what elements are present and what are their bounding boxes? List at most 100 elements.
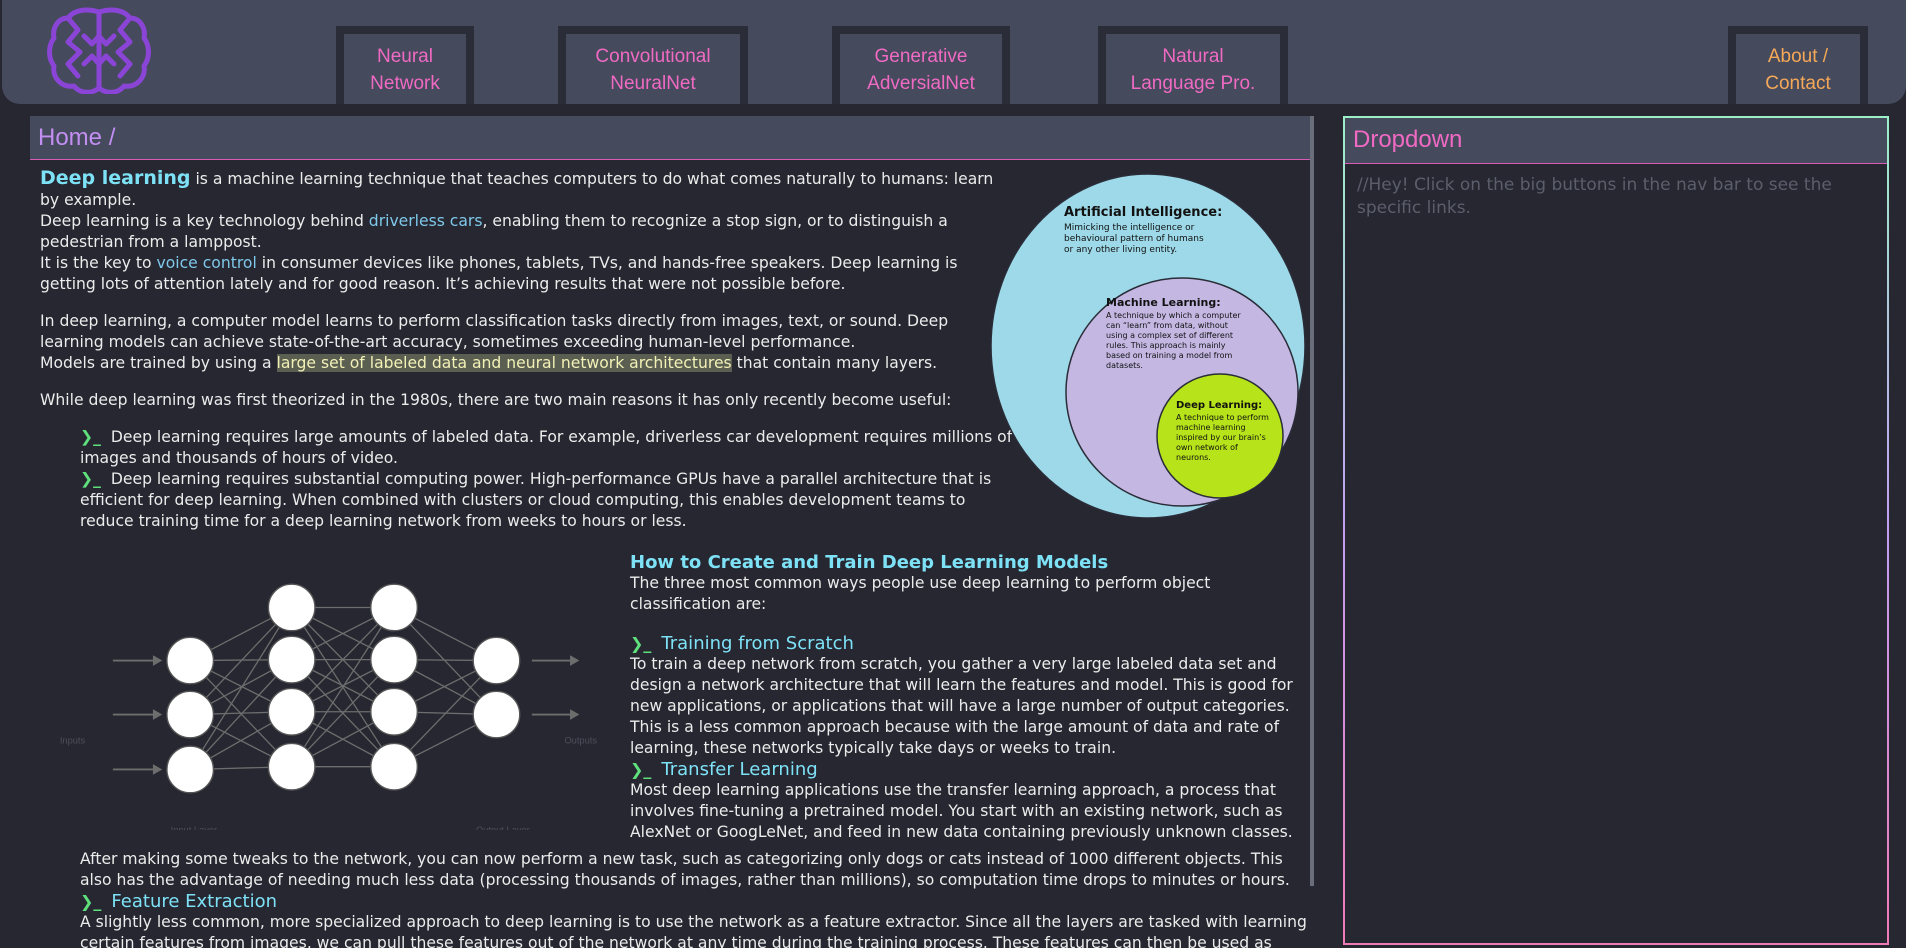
section-heading: How to Create and Train Deep Learning Mo… [630,552,1109,573]
breadcrumb[interactable]: Home / [38,124,116,151]
nn-neurons [166,583,521,794]
paragraph-3: While deep learning was first theorized … [40,391,952,409]
paragraph-text: In deep learning, a computer model learn… [40,312,949,351]
nn-label-inputs: Inputs [60,735,86,745]
nav-tab-label[interactable]: Generative AdversialNet [840,34,1002,104]
arrow-head-icon [152,709,163,720]
nn-connection [393,660,497,768]
section-intro: The three most common ways people use de… [630,574,1211,613]
subsection-text: A slightly less common, more specialized… [80,913,1307,948]
arrow-head-icon [152,655,163,666]
nn-connection [189,659,293,770]
nn-connection [291,659,395,768]
chevron-prompt-icon: ❯_ [630,634,652,653]
paragraph-text: Models are trained by using a [40,354,277,372]
article-content: Deep learning is a machine learning tech… [40,168,1310,532]
list-item-text: Deep learning requires substantial compu… [80,470,992,530]
highlighted-text: large set of labeled data and neural net… [276,354,732,372]
paragraph-text: that contain many layers. [731,354,938,372]
arrow-head-icon [570,709,580,720]
dl-text: neurons. [1176,453,1211,462]
intro-text: Deep learning is a key technology behind [40,212,369,230]
nn-connections [189,606,497,771]
nav-tab-label-line1: Convolutional [595,46,711,67]
ml-title: Machine Learning: [1106,296,1221,309]
nav-tab-label[interactable]: About / Contact [1736,34,1860,104]
how-to-continued: After making some tweaks to the network,… [80,849,1310,948]
top-navbar: Neural Network Convolutional NeuralNet Gen… [2,0,1906,104]
keyword-deep-learning: Deep learning [40,167,191,189]
nn-io-arrows [112,655,580,775]
intro-text: in consumer devices like phones, tablets… [40,254,958,293]
chevron-prompt-icon: ❯_ [630,760,652,779]
nav-tab-cnn[interactable]: Convolutional NeuralNet [558,26,748,104]
nav-tab-label-line2: Contact [1765,73,1831,94]
nn-neuron [267,687,316,736]
nav-tab-gan[interactable]: Generative AdversialNet [832,26,1010,104]
nav-tab-label-line2: AdversialNet [867,73,975,94]
ai-text: behavioural pattern of humans [1064,234,1204,244]
nn-neuron [472,690,521,739]
list-item-text: Deep learning requires large amounts of … [80,428,1013,467]
nn-connection [189,607,293,716]
subsection-title: Feature Extraction [111,891,278,912]
nn-connection [189,607,293,770]
ai-text: or any other living entity. [1064,245,1177,255]
nn-label-outputs: Outputs [564,735,597,745]
nav-tab-label-line2: Language Pro. [1130,73,1256,94]
chevron-prompt-icon: ❯_ [80,428,101,446]
arrow-head-icon [570,655,580,666]
nav-tab-label-line2: Network [370,73,440,94]
dropdown-title[interactable]: Dropdown [1345,118,1887,164]
neural-network-diagram: Inputs Outputs Input Layer Hidden Layers… [60,583,597,830]
scrollbar[interactable] [1310,116,1314,886]
nn-neuron [370,583,419,632]
nn-label-output-layer: Output Layer [476,825,530,830]
transfer-continued-text: After making some tweaks to the network,… [80,850,1290,889]
list-item: ❯_ Deep learning requires large amounts o… [80,427,1020,469]
nav-tab-label[interactable]: Natural Language Pro. [1106,34,1280,104]
nn-neuron [370,687,419,736]
dl-circle [1156,373,1284,499]
nav-tab-label-line1: Neural [377,46,433,67]
nn-neuron [472,636,521,685]
list-item: ❯_ Deep learning requires substantial com… [80,469,1020,532]
dl-title: Deep Learning: [1176,400,1262,411]
nn-neuron [267,583,316,632]
chevron-prompt-icon: ❯_ [80,892,102,911]
nn-connection [291,607,395,768]
nn-neuron [267,742,316,791]
nn-neuron [166,690,215,739]
dl-text: own network of [1176,443,1238,452]
bullet-list: ❯_ Deep learning requires large amounts o… [80,427,1020,532]
nav-tab-label[interactable]: Neural Network [344,34,466,104]
nn-neuron [166,636,215,685]
ml-text: using a complex set of different [1106,331,1233,340]
nav-tab-about-contact[interactable]: About / Contact [1728,26,1868,104]
main-panel: Home / Deep learning is a machine learni… [30,116,1314,948]
nn-connection [291,607,395,713]
nn-neuron [370,742,419,791]
nav-tab-neural-network[interactable]: Neural Network [336,26,474,104]
chevron-prompt-icon: ❯_ [80,470,101,488]
subsection-text: To train a deep network from scratch, yo… [630,655,1293,757]
intro-text: , enabling them to recognize a stop sign… [40,212,948,251]
voice-control-link[interactable]: voice control [156,254,257,272]
intro-text: is a machine learning technique that tea… [40,170,994,209]
dl-text: inspired by our brain’s [1176,433,1266,442]
nn-neuron [267,635,316,684]
nav-tab-label[interactable]: Convolutional NeuralNet [566,34,740,104]
ml-text: datasets. [1106,361,1143,370]
dropdown-panel: Dropdown //Hey! Click on the big buttons… [1343,116,1889,945]
subsection-text: Most deep learning applications use the … [630,781,1293,841]
brain-logo-icon[interactable] [46,6,152,94]
nn-neuron [166,745,215,794]
intro-text: It is the key to [40,254,157,272]
driverless-cars-link[interactable]: driverless cars [368,212,483,230]
dl-text: machine learning [1176,423,1246,432]
nav-tab-nlp[interactable]: Natural Language Pro. [1098,26,1288,104]
subsection-title: Transfer Learning [661,759,818,780]
nav-tab-label-line1: Natural [1162,46,1224,67]
intro-paragraph: Deep learning is a machine learning tech… [40,168,1010,295]
ml-text: based on training a model from [1106,351,1232,360]
